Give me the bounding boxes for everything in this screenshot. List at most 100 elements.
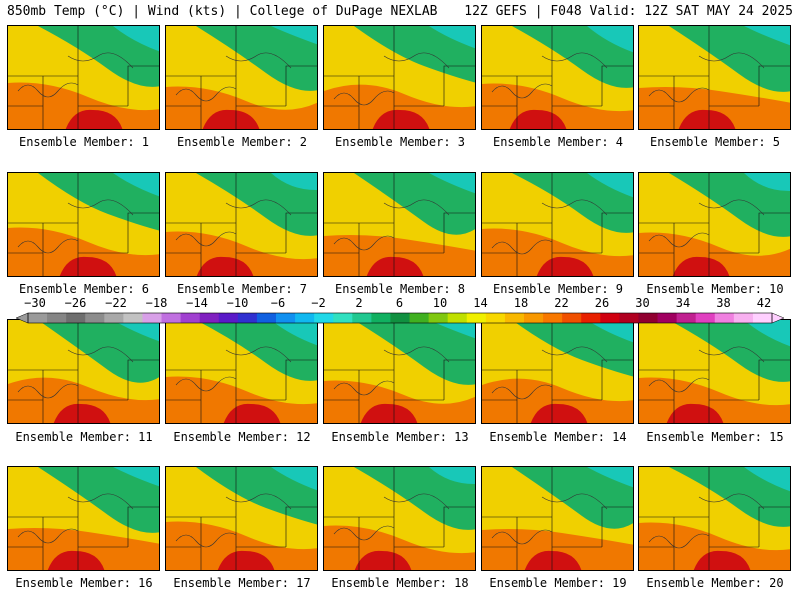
colorbar-tick-label: 42 [756, 296, 772, 310]
colorbar-swatch [752, 313, 773, 323]
colorbar-swatch [504, 313, 525, 323]
temperature-map [639, 26, 790, 129]
ensemble-member-label: Ensemble Member: 6 [18, 282, 150, 296]
temperature-map [8, 320, 159, 423]
ensemble-panel-17 [165, 466, 318, 571]
ensemble-panel-11 [7, 319, 160, 424]
colorbar-min-arrow [16, 312, 29, 324]
ensemble-member-label: Ensemble Member: 14 [489, 430, 627, 444]
temperature-map [639, 173, 790, 276]
ensemble-panel-2 [165, 25, 318, 130]
colorbar-swatch [447, 313, 468, 323]
colorbar-tick-label: 34 [675, 296, 691, 310]
colorbar-swatch [676, 313, 697, 323]
colorbar-swatch [543, 313, 563, 323]
colorbar-tick-label: −30 [24, 296, 46, 310]
colorbar-swatch [295, 313, 315, 323]
temperature-map [8, 26, 159, 129]
ensemble-panel-3 [323, 25, 476, 130]
ensemble-panel-5 [638, 25, 791, 130]
temperature-map [482, 173, 633, 276]
colorbar-tick-label: −2 [311, 296, 326, 310]
ensemble-panel-7 [165, 172, 318, 277]
colorbar-swatch [562, 313, 582, 323]
ensemble-panel-18 [323, 466, 476, 571]
colorbar-swatch [237, 313, 258, 323]
temperature-map [482, 467, 633, 570]
ensemble-panel-19 [481, 466, 634, 571]
colorbar-swatch [256, 313, 277, 323]
ensemble-member-label: Ensemble Member: 7 [176, 282, 308, 296]
colorbar-tick-label: 2 [355, 296, 363, 310]
ensemble-member-label: Ensemble Member: 15 [646, 430, 784, 444]
colorbar-swatch [371, 313, 391, 323]
colorbar-swatch [333, 313, 353, 323]
colorbar-swatch [619, 313, 639, 323]
ensemble-member-label: Ensemble Member: 4 [492, 135, 624, 149]
colorbar-tick-label: −14 [186, 296, 208, 310]
temperature-map [166, 320, 317, 423]
ensemble-member-label: Ensemble Member: 19 [489, 576, 627, 590]
colorbar-swatch [66, 313, 86, 323]
temperature-map [8, 467, 159, 570]
colorbar-tick-label: −26 [64, 296, 87, 310]
colorbar-swatch [28, 313, 48, 323]
ensemble-member-label: Ensemble Member: 17 [173, 576, 311, 590]
ensemble-member-label: Ensemble Member: 1 [18, 135, 150, 149]
colorbar-tick-label: 22 [554, 296, 569, 310]
colorbar-swatch [600, 313, 620, 323]
colorbar-swatch [485, 313, 506, 323]
temperature-map [324, 467, 475, 570]
colorbar-swatch [581, 313, 601, 323]
temperature-map [324, 173, 475, 276]
colorbar-swatch [714, 313, 735, 323]
colorbar-tick-label: −10 [226, 296, 249, 310]
colorbar-swatch [142, 313, 163, 323]
ensemble-member-label: Ensemble Member: 5 [649, 135, 781, 149]
ensemble-panel-20 [638, 466, 791, 571]
colorbar-swatch [638, 313, 659, 323]
ensemble-member-label: Ensemble Member: 9 [492, 282, 624, 296]
colorbar-swatch [104, 313, 124, 323]
colorbar-swatch [123, 313, 143, 323]
colorbar-tick-label: −22 [105, 296, 127, 310]
colorbar-swatch [199, 313, 220, 323]
ensemble-member-label: Ensemble Member: 11 [15, 430, 153, 444]
ensemble-member-label: Ensemble Member: 20 [646, 576, 784, 590]
colorbar-border [27, 312, 773, 324]
temperature-map [324, 320, 475, 423]
temperature-map [482, 320, 633, 423]
ensemble-panel-12 [165, 319, 318, 424]
ensemble-panel-10 [638, 172, 791, 277]
colorbar-max-arrow [771, 312, 784, 324]
temperature-map [8, 173, 159, 276]
colorbar-swatch [276, 313, 296, 323]
temperature-map [639, 467, 790, 570]
ensemble-panel-8 [323, 172, 476, 277]
colorbar-tick-label: −18 [145, 296, 168, 310]
colorbar-tick-label: 18 [513, 296, 529, 310]
colorbar-tick-label: 26 [594, 296, 610, 310]
colorbar-tick-label: 38 [716, 296, 731, 310]
ensemble-member-label: Ensemble Member: 8 [334, 282, 466, 296]
header-title: 850mb Temp (°C) | Wind (kts) | College o… [7, 4, 438, 19]
ensemble-panel-1 [7, 25, 160, 130]
temperature-map [166, 173, 317, 276]
colorbar-swatch [85, 313, 105, 323]
colorbar-swatch [161, 313, 182, 323]
colorbar-swatch [409, 313, 430, 323]
temperature-map [482, 26, 633, 129]
ensemble-panel-4 [481, 25, 634, 130]
temperature-map [166, 467, 317, 570]
colorbar-swatch [390, 313, 411, 323]
temperature-map [324, 26, 475, 129]
ensemble-panel-6 [7, 172, 160, 277]
colorbar-swatch [733, 313, 754, 323]
colorbar-swatch [47, 313, 67, 323]
temperature-map [639, 320, 790, 423]
ensemble-member-label: Ensemble Member: 10 [646, 282, 784, 296]
temperature-map [166, 26, 317, 129]
colorbar-labels: −30 −26 −22 −18 −14 −10 −6 −2 2 6 10 14 18 22 26 30 34 38… [0, 296, 800, 310]
colorbar-swatch [657, 313, 678, 323]
ensemble-panel-13 [323, 319, 476, 424]
